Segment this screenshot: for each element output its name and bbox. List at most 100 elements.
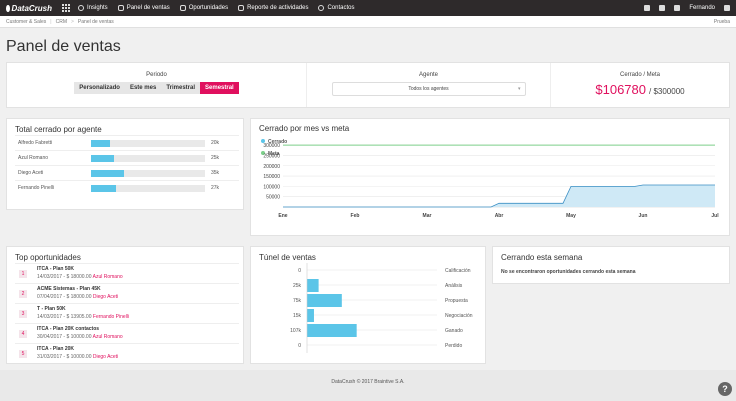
agent-row: Alfredo Fabretti 20k — [15, 135, 239, 149]
agent-row: Diego Aceti 35k — [15, 165, 239, 179]
monthly-card: Cerrado por mes vs meta Cerrado Meta 30000… — [250, 118, 730, 236]
legend-label: Meta — [268, 151, 280, 157]
lock-icon[interactable] — [724, 5, 730, 11]
funnel-card: Túnel de ventas 0 Calificación 25k Análisis… — [250, 246, 486, 364]
x-tick-label: Jun — [639, 213, 648, 219]
monitor-icon[interactable] — [674, 5, 681, 11]
footer: DataCrush © 2017 Braintive S.A. — [0, 370, 736, 401]
document-icon[interactable] — [644, 5, 651, 11]
funnel-category-label: Perdido — [445, 343, 462, 349]
y-tick-label: 200000 — [263, 164, 280, 170]
filter-panel: Periodo Personalizado Este mes Trimestra… — [6, 62, 730, 108]
agent-row: Fernando Pinelli 27k — [15, 180, 239, 194]
legend-marker — [261, 151, 265, 155]
cerrado-series-area — [283, 184, 715, 207]
agent-bar — [91, 185, 117, 192]
closed-meta-label: Cerrado / Meta — [619, 72, 661, 78]
x-tick-label: Mar — [423, 213, 432, 219]
x-tick-label: Ene — [278, 213, 287, 219]
funnel-bar — [307, 324, 357, 337]
bell-icon[interactable] — [659, 5, 666, 11]
help-icon[interactable]: ? — [718, 382, 732, 396]
funnel-category-label: Ganado — [445, 328, 463, 334]
y-tick-label: 100000 — [263, 184, 280, 190]
nav-contactos[interactable]: Contactos — [318, 5, 354, 11]
closing-empty-message: No se encontraron oportunidades cerrando… — [501, 269, 636, 275]
opportunity-item[interactable]: 2 ACME Sistemas - Plan 45K 07/04/2017 - $ … — [15, 283, 239, 303]
funnel-value-label: 15k — [293, 313, 302, 319]
nav-insights[interactable]: Insights — [78, 5, 108, 11]
meta-amount: / $300000 — [649, 87, 685, 96]
agent-select[interactable]: Todos los agentes ▾ — [331, 82, 526, 96]
opportunities-title: Top oportunidades — [15, 253, 81, 262]
opportunities-card: Top oportunidades 1 ITCA - Plan 50K 14/03/… — [6, 246, 244, 364]
nav-oportunidades[interactable]: Oportunidades — [179, 5, 228, 11]
agent-bar — [91, 140, 111, 147]
bar-chart-icon — [238, 5, 245, 11]
funnel-bar — [307, 309, 314, 322]
closing-title: Cerrando esta semana — [501, 253, 583, 262]
user-menu[interactable]: Fernando — [689, 5, 715, 11]
funnel-value-label: 107k — [290, 328, 301, 334]
funnel-value-label: 0 — [298, 343, 301, 349]
agent-label: Agente — [418, 72, 439, 78]
period-option-trimestral[interactable]: Trimestral — [161, 82, 201, 94]
funnel-chart: 0 Calificación 25k Análisis 75k Propuesta 15k N… — [290, 263, 473, 353]
funnel-value-label: 25k — [293, 283, 302, 289]
datacrush-logo[interactable]: DataCrush — [6, 4, 52, 13]
period-option-personalizado[interactable]: Personalizado — [74, 82, 125, 94]
breadcrumb: Customer & Sales | CRM > Panel de ventas… — [0, 16, 736, 28]
apps-grid-icon[interactable] — [62, 4, 70, 12]
monthly-chart: Cerrado Meta 300000 250000 200000 150000 10000… — [261, 139, 719, 219]
funnel-value-label: 75k — [293, 298, 302, 304]
funnel-category-label: Calificación — [445, 268, 471, 274]
agents-card: Total cerrado por agente Alfredo Fabrett… — [6, 118, 244, 210]
period-option-semestral[interactable]: Semestral — [200, 82, 239, 94]
period-label: Periodo — [146, 72, 167, 78]
x-tick-label: Feb — [351, 213, 360, 219]
period-option-este-mes[interactable]: Este mes — [124, 82, 162, 94]
x-tick-label: May — [566, 213, 576, 219]
y-tick-label: 300000 — [263, 143, 280, 149]
funnel-value-label: 0 — [298, 268, 301, 274]
chevron-down-icon: ▾ — [517, 86, 521, 92]
closing-card: Cerrando esta semana No se encontraron o… — [492, 246, 730, 284]
breadcrumb-item: Panel de ventas — [77, 18, 114, 25]
person-icon — [318, 5, 325, 11]
y-tick-label: 150000 — [263, 174, 280, 180]
funnel-category-label: Análisis — [445, 283, 463, 289]
monthly-title: Cerrado por mes vs meta — [259, 124, 350, 133]
page-title: Panel de ventas — [6, 38, 121, 55]
x-tick-label: Jul — [711, 213, 719, 219]
breadcrumb-item[interactable]: Customer & Sales — [6, 18, 47, 25]
funnel-bar — [307, 279, 319, 292]
breadcrumb-item[interactable]: CRM — [55, 18, 67, 25]
agent-bar — [91, 155, 114, 162]
funnel-category-label: Propuesta — [445, 298, 468, 304]
opportunity-item[interactable]: 1 ITCA - Plan 50K 14/03/2017 - $ 18000.00 … — [15, 263, 239, 283]
lightbulb-icon — [78, 5, 84, 11]
y-tick-label: 50000 — [266, 195, 280, 201]
nav-reporte-actividades[interactable]: Reporte de actividades — [238, 5, 308, 11]
period-selector: Personalizado Este mes Trimestral Semest… — [74, 82, 239, 94]
y-tick-label: 250000 — [263, 153, 280, 159]
preview-link[interactable]: Prueba — [713, 18, 730, 25]
agents-title: Total cerrado por agente — [15, 125, 102, 134]
folder-icon — [179, 5, 186, 11]
agent-bar — [91, 170, 125, 177]
funnel-title: Túnel de ventas — [259, 253, 316, 262]
opportunity-item[interactable]: 4 ITCA - Plan 20K contactos 30/04/2017 - $… — [15, 323, 239, 343]
top-navbar: DataCrush Insights Panel de ventas Oport… — [0, 0, 736, 16]
funnel-category-label: Negociación — [445, 313, 473, 319]
funnel-bar — [307, 294, 342, 307]
dashboard-icon — [117, 5, 124, 11]
agent-row: Azul Romano 25k — [15, 150, 239, 164]
opportunity-item[interactable]: 5 ITCA - Plan 20K 31/03/2017 - $ 10000.00 … — [15, 343, 239, 363]
x-tick-label: Abr — [495, 213, 504, 219]
nav-panel-de-ventas[interactable]: Panel de ventas — [117, 5, 170, 11]
cerrado-series-line — [283, 184, 715, 208]
legend-marker — [261, 139, 265, 143]
closed-amount: $106780 — [595, 82, 647, 97]
legend-label: Cerrado — [268, 139, 287, 145]
